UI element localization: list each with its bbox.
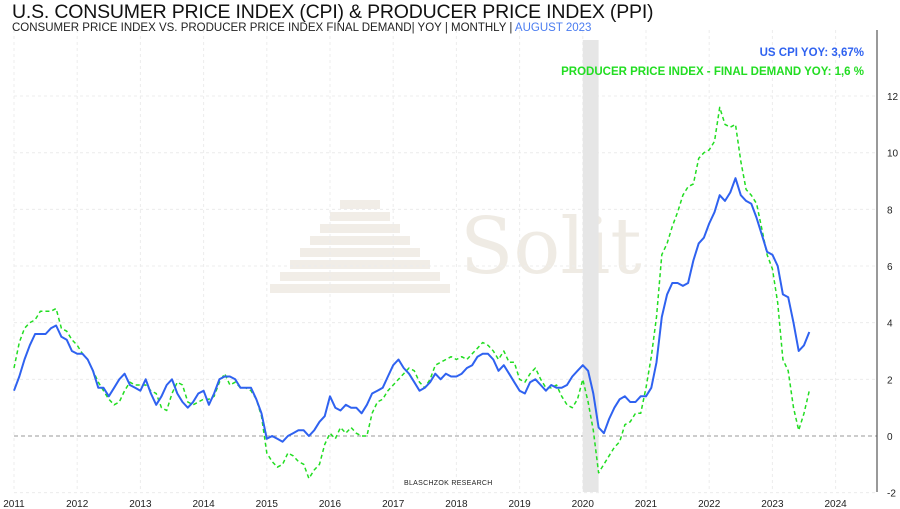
- watermark-step: [280, 272, 440, 281]
- watermark-logo: [270, 200, 450, 293]
- legend-cpi: US CPI YOY: 3,67%: [759, 47, 864, 59]
- recession-band: [582, 40, 599, 492]
- watermark-step: [310, 236, 410, 245]
- subtitle-text: CONSUMER PRICE INDEX VS. PRODUCER PRICE …: [12, 22, 515, 34]
- y-tick-label: 4: [887, 319, 893, 330]
- watermark-step: [340, 200, 380, 209]
- ppi-line: [13, 106, 811, 480]
- x-tick-label: 2023: [761, 499, 784, 509]
- x-tick-label: 2021: [635, 499, 658, 509]
- y-tick-label: 2: [887, 375, 893, 386]
- watermark-step: [300, 248, 420, 257]
- legend-ppi: PRODUCER PRICE INDEX - FINAL DEMAND YOY:…: [561, 66, 864, 78]
- credit-text: BLASCHZOK RESEARCH: [404, 480, 493, 487]
- y-tick-label: 6: [887, 262, 893, 273]
- x-tick-label: 2016: [319, 499, 342, 509]
- x-tick-label: 2024: [824, 499, 847, 509]
- y-tick-label: -2: [887, 489, 896, 500]
- watermark-step: [330, 212, 390, 221]
- y-tick-label: 12: [887, 92, 899, 103]
- watermark-step: [270, 284, 450, 293]
- y-tick-label: 10: [887, 149, 899, 160]
- cpi-line: [13, 177, 811, 443]
- watermark-step: [320, 224, 400, 233]
- x-tick-label: 2015: [256, 499, 279, 509]
- y-tick-label: 0: [887, 432, 893, 443]
- x-tick-label: 2019: [508, 499, 531, 509]
- x-tick-label: 2013: [129, 499, 152, 509]
- x-tick-label: 2022: [698, 499, 721, 509]
- x-tick-label: 2018: [445, 499, 468, 509]
- x-tick-label: 2011: [3, 499, 25, 509]
- watermark-step: [290, 260, 430, 269]
- x-tick-label: 2020: [572, 499, 595, 509]
- x-tick-label: 2014: [192, 499, 215, 509]
- x-tick-label: 2012: [66, 499, 89, 509]
- watermark-text: Solit: [460, 202, 642, 292]
- x-tick-label: 2017: [382, 499, 405, 509]
- subtitle-date: AUGUST 2023: [514, 22, 592, 34]
- chart-subtitle: CONSUMER PRICE INDEX VS. PRODUCER PRICE …: [12, 22, 591, 34]
- y-tick-label: 8: [887, 205, 893, 216]
- chart-title: U.S. CONSUMER PRICE INDEX (CPI) & PRODUC…: [12, 1, 654, 23]
